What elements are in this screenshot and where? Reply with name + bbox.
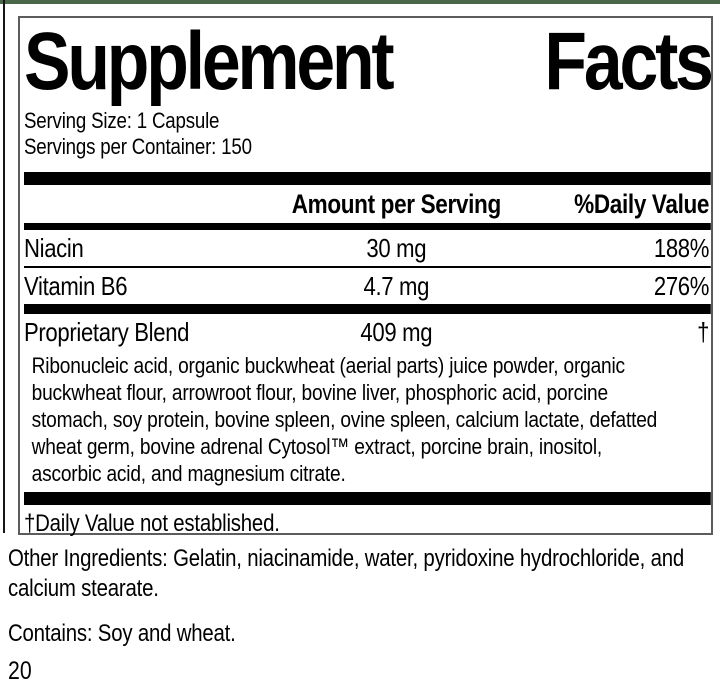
nutrient-daily-value: 188% [653, 233, 710, 263]
divider-above-footnote [24, 492, 711, 505]
panel-content: Supplement Facts Serving Size: 1 Capsule… [24, 16, 714, 537]
nutrient-daily-value: 276% [653, 271, 710, 301]
nutrient-name: Niacin [24, 233, 84, 263]
nutrient-name: Proprietary Blend [24, 317, 190, 347]
left-edge-print-mark [3, 0, 5, 533]
table-header-row: Amount per Serving %Daily Value [24, 185, 711, 223]
panel-title: Supplement Facts [24, 16, 714, 107]
top-green-trim-bar [0, 0, 720, 4]
other-ingredients-text: Other Ingredients: Gelatin, niacinamide,… [8, 545, 685, 602]
page-number: 20 [8, 657, 32, 685]
row-separator-line [24, 266, 711, 268]
table-row-niacin: Niacin 30 mg 188% [24, 230, 711, 266]
divider-thick-top [24, 172, 711, 185]
servings-per-container-text: Servings per Container: 150 [24, 134, 252, 159]
table-row-vitamin-b6: Vitamin B6 4.7 mg 276% [24, 268, 711, 304]
nutrient-amount: 30 mg [366, 233, 427, 263]
allergen-contains-text: Contains: Soy and wheat. [8, 620, 236, 647]
column-header-daily-value: %Daily Value [574, 189, 710, 219]
proprietary-blend-ingredients: Ribonucleic acid, organic buckwheat (aer… [31, 353, 658, 486]
table-row-proprietary-blend: Proprietary Blend 409 mg † [24, 314, 711, 350]
below-panel-text: Other Ingredients: Gelatin, niacinamide,… [8, 544, 712, 684]
nutrient-amount: 4.7 mg [363, 271, 430, 301]
title-word-supplement: Supplement [24, 16, 395, 107]
nutrient-name: Vitamin B6 [24, 271, 128, 301]
column-header-amount-per-serving: Amount per Serving [291, 189, 502, 219]
serving-size-text: Serving Size: 1 Capsule [24, 108, 220, 133]
nutrient-amount: 409 mg [360, 317, 433, 347]
divider-above-blend [24, 304, 711, 314]
daily-value-footnote: †Daily Value not established. [24, 510, 280, 537]
supplement-facts-panel: Supplement Facts Serving Size: 1 Capsule… [18, 16, 714, 537]
nutrient-daily-value-dagger: † [697, 317, 710, 347]
title-word-facts: Facts [544, 16, 714, 107]
divider-below-header [24, 223, 711, 230]
